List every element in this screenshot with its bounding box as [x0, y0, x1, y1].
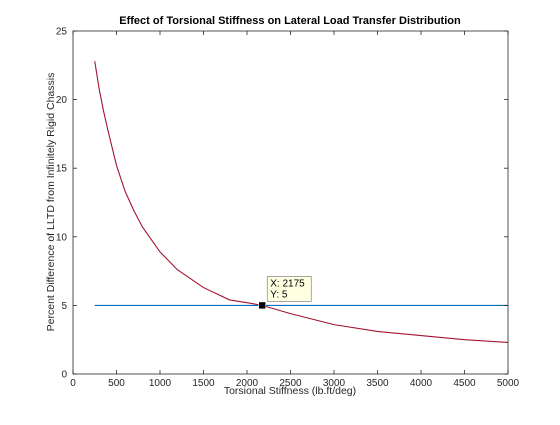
x-tick-label: 2500 — [279, 378, 302, 389]
x-tick-label: 4500 — [453, 378, 476, 389]
datatip-y-text: Y: 5 — [270, 289, 288, 300]
y-tick-label: 0 — [61, 370, 67, 381]
y-axis: 0 5 10 15 20 25 — [56, 27, 508, 381]
datatip-box — [266, 276, 312, 302]
lltd-curve — [94, 61, 509, 343]
x-tick-label: 2000 — [236, 378, 259, 389]
datatip-x-text: X: 2175 — [270, 278, 305, 289]
x-tick-label: 500 — [108, 378, 125, 389]
datatip-marker[interactable] — [258, 301, 267, 310]
x-tick-label: 3000 — [323, 378, 346, 389]
x-axis-label: Torsional Stiffness (lb.ft/deg) — [224, 385, 356, 397]
x-tick-label: 5000 — [497, 378, 520, 389]
x-tick-label: 0 — [70, 378, 76, 389]
plot-series — [94, 61, 509, 343]
y-axis-label: Percent Difference of LLTD from Infinite… — [45, 73, 57, 332]
x-axis: 0 500 1000 1500 2000 2500 3000 3500 4000 4500 5000 — [70, 31, 520, 389]
y-tick-label: 15 — [56, 164, 68, 175]
y-tick-label: 25 — [56, 27, 68, 38]
x-tick-label: 1000 — [149, 378, 172, 389]
plot-area — [73, 31, 508, 374]
x-tick-label: 4000 — [410, 378, 433, 389]
x-tick-label: 3500 — [366, 378, 389, 389]
x-tick-label: 1500 — [192, 378, 215, 389]
y-tick-label: 5 — [61, 301, 67, 312]
y-tick-label: 20 — [56, 95, 68, 106]
datatip[interactable]: X: 2175 Y: 5 — [258, 276, 312, 310]
y-tick-label: 10 — [56, 232, 68, 243]
chart-title: Effect of Torsional Stiffness on Lateral… — [119, 15, 461, 27]
